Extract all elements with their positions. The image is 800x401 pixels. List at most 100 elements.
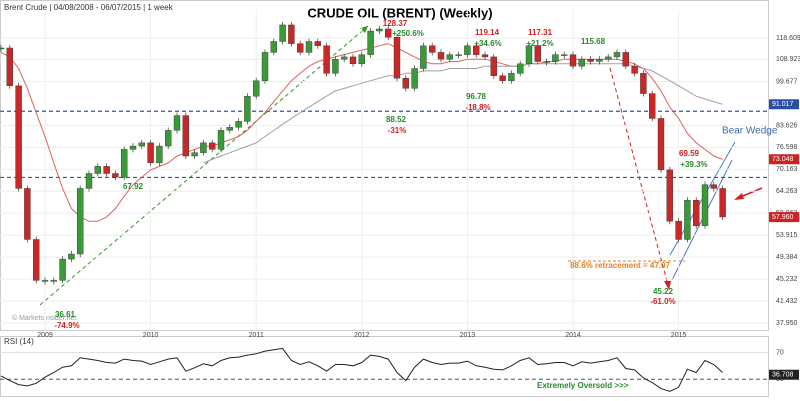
candle <box>481 54 489 58</box>
annotation: +21.2% <box>526 39 553 48</box>
candle <box>0 47 5 50</box>
candle <box>24 188 31 240</box>
candle <box>6 47 13 86</box>
annotation: +250.6% <box>392 29 424 38</box>
candle <box>587 58 594 62</box>
annotation: 67.92 <box>123 182 144 191</box>
candle <box>437 52 445 60</box>
candle <box>358 54 365 65</box>
candle <box>33 239 40 281</box>
candle <box>455 54 462 56</box>
candle <box>367 30 374 55</box>
y-tick-label: 70.163 <box>776 166 798 173</box>
candle <box>15 85 22 189</box>
candle <box>376 28 383 32</box>
candle <box>710 184 717 189</box>
candle <box>719 188 726 218</box>
candle <box>147 142 154 164</box>
annotation: Bear Wedge <box>722 126 778 137</box>
x-tick-label: 2011 <box>249 332 264 339</box>
trend-arrow <box>609 67 669 286</box>
candle <box>402 78 409 89</box>
candle <box>569 54 577 67</box>
candle <box>217 130 225 150</box>
candle <box>50 280 57 282</box>
candle <box>640 73 647 94</box>
plot-frame <box>0 0 769 331</box>
candle <box>252 80 260 97</box>
candle <box>129 145 137 150</box>
candle <box>561 54 568 56</box>
price-marker <box>769 154 799 165</box>
candle <box>631 65 638 74</box>
rsi-title: RSI (14) <box>4 337 34 346</box>
candle <box>200 142 207 153</box>
y-tick-label: 37.950 <box>776 320 798 327</box>
rsi-note: Extremely Oversold >>> <box>537 381 629 390</box>
candle <box>622 52 629 67</box>
candle <box>305 41 313 53</box>
candle <box>578 58 585 67</box>
candle <box>297 43 304 53</box>
annotation: +39.3% <box>680 160 707 169</box>
y-tick-label: 108.923 <box>776 56 800 63</box>
candle <box>613 52 621 58</box>
annotation: -61.0% <box>650 297 675 306</box>
candle <box>279 24 286 42</box>
y-tick-label: 83.626 <box>776 122 798 129</box>
annotation: 117.31 <box>528 28 553 37</box>
rsi-marker <box>769 369 799 380</box>
candle <box>411 68 418 89</box>
y-tick-label: 64.263 <box>776 188 798 195</box>
candle <box>85 173 93 189</box>
candle <box>508 73 515 81</box>
arrow-head <box>734 193 744 200</box>
candle <box>226 127 234 131</box>
x-tick-label: 2010 <box>143 332 159 339</box>
candle <box>490 56 497 76</box>
annotation: 36.61 <box>55 310 76 319</box>
candle <box>332 58 339 74</box>
candle <box>41 280 49 282</box>
rsi-frame <box>0 336 769 397</box>
candle <box>473 45 480 55</box>
candle <box>543 61 550 63</box>
annotation: 128.37 <box>383 19 408 28</box>
candle <box>208 142 216 150</box>
annotation: -31% <box>388 126 407 135</box>
rsi-marker-label: 36.708 <box>772 372 794 379</box>
y-tick-label: 49.384 <box>776 254 798 261</box>
candle <box>156 145 163 164</box>
rsi-tick-label: 70 <box>776 349 784 356</box>
candle <box>385 28 392 38</box>
candle <box>270 41 277 53</box>
rsi-line <box>0 347 723 392</box>
annotation: 119.14 <box>475 28 500 37</box>
candle <box>666 169 673 222</box>
trend-arrow <box>39 25 369 306</box>
candle <box>429 45 436 53</box>
price-marker-label: 73.048 <box>772 156 794 163</box>
candle <box>173 115 181 131</box>
x-tick-label: 2012 <box>354 332 370 339</box>
arrow-head <box>664 281 671 290</box>
candle <box>138 142 146 147</box>
candle <box>182 115 190 157</box>
candle <box>684 200 691 240</box>
annotation: 88.52 <box>386 115 407 124</box>
annotation: 69.59 <box>679 149 700 158</box>
candle <box>76 188 84 255</box>
candle <box>596 58 603 62</box>
y-tick-label: 76.598 <box>776 144 798 151</box>
candle <box>446 54 453 60</box>
price-marker <box>769 99 799 110</box>
annotation: 115.68 <box>581 37 606 46</box>
annotation: 96.78 <box>466 92 487 101</box>
x-tick-label: 2015 <box>671 332 687 339</box>
y-tick-label: 41.432 <box>776 298 798 305</box>
y-tick-label: 53.915 <box>776 232 798 239</box>
y-tick-label: 45.232 <box>776 276 798 283</box>
candle <box>164 130 172 147</box>
price-marker <box>769 212 799 223</box>
